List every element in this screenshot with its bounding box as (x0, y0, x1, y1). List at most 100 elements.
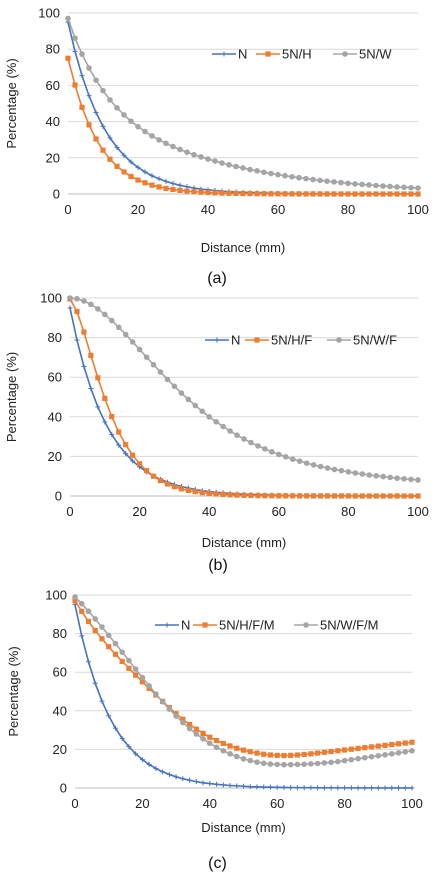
data-point (86, 65, 92, 71)
data-point (304, 493, 310, 499)
x-tick-label: 80 (337, 796, 351, 811)
data-point (275, 191, 281, 197)
data-point (317, 493, 324, 499)
data-point (276, 493, 282, 499)
legend-marker (336, 337, 342, 343)
data-point (368, 744, 375, 750)
data-point (408, 476, 414, 483)
panel-caption: (b) (208, 557, 228, 574)
data-point (310, 462, 317, 468)
data-point (289, 456, 296, 462)
data-point (227, 492, 233, 498)
data-point (290, 493, 296, 499)
data-point (220, 423, 226, 430)
data-point (415, 477, 421, 483)
data-point (92, 627, 98, 634)
data-point (276, 451, 282, 458)
data-point (388, 751, 395, 757)
data-point (275, 171, 281, 178)
data-point (362, 745, 368, 751)
data-point (99, 636, 105, 642)
data-point (107, 97, 113, 103)
data-point (402, 740, 408, 746)
y-tick-label: 20 (46, 150, 60, 165)
data-point (105, 632, 112, 639)
data-point (338, 191, 344, 197)
data-point (122, 331, 129, 338)
data-point (121, 112, 127, 118)
data-point (415, 493, 421, 499)
x-tick-label: 100 (407, 504, 429, 519)
data-point (149, 182, 155, 188)
data-point (355, 755, 361, 762)
data-point (192, 489, 198, 495)
data-point (408, 493, 414, 499)
data-point (240, 747, 247, 753)
data-point (254, 168, 260, 174)
data-point (199, 408, 206, 415)
data-point (324, 178, 330, 184)
data-point (171, 484, 177, 490)
data-point (234, 432, 240, 439)
data-point (112, 651, 119, 657)
data-point (269, 493, 275, 499)
data-point (331, 179, 337, 185)
data-point (142, 128, 148, 135)
series-line (69, 297, 419, 481)
series-line (67, 18, 419, 189)
data-point (254, 750, 260, 756)
y-tick-label: 100 (45, 588, 67, 603)
data-point (114, 163, 120, 169)
data-point (100, 87, 106, 94)
data-point (415, 185, 421, 191)
y-tick-label: 20 (48, 449, 62, 464)
data-point (193, 731, 200, 737)
data-point (294, 752, 301, 758)
data-point (107, 156, 113, 162)
data-point (352, 493, 358, 499)
data-point (72, 82, 78, 88)
data-point (200, 735, 206, 742)
data-point (394, 184, 400, 190)
x-tick-label: 20 (135, 796, 149, 811)
data-point (394, 475, 400, 481)
data-point (380, 183, 386, 189)
data-point (88, 301, 94, 308)
data-point (233, 190, 239, 197)
data-point (119, 658, 125, 664)
data-point (128, 118, 134, 125)
data-point (79, 51, 85, 57)
data-point (387, 191, 393, 197)
data-point (233, 163, 239, 170)
data-point (296, 174, 302, 181)
x-tick-label: 60 (270, 796, 284, 811)
data-point (260, 760, 267, 767)
data-point (150, 473, 157, 479)
data-point (324, 191, 330, 197)
data-point (324, 493, 331, 499)
data-point (95, 375, 101, 381)
data-point (132, 666, 139, 672)
data-point (282, 172, 288, 179)
data-point (394, 191, 400, 197)
legend-marker (202, 622, 208, 628)
data-point (206, 490, 212, 497)
data-point (289, 174, 295, 180)
data-point (366, 472, 373, 478)
data-point (274, 761, 281, 768)
data-point (207, 740, 213, 747)
data-point (164, 376, 171, 383)
data-point (267, 761, 274, 767)
data-point (205, 156, 211, 162)
data-point (282, 453, 289, 460)
data-point (126, 665, 132, 671)
x-tick-label: 20 (132, 504, 146, 519)
y-tick-label: 100 (38, 6, 60, 21)
data-point (226, 162, 232, 168)
data-point (166, 706, 173, 712)
legend-label: 5N/W/F/M (320, 618, 379, 633)
data-point (102, 311, 108, 318)
data-point (415, 191, 421, 197)
x-tick-label: 100 (401, 796, 423, 811)
data-point (311, 493, 317, 499)
